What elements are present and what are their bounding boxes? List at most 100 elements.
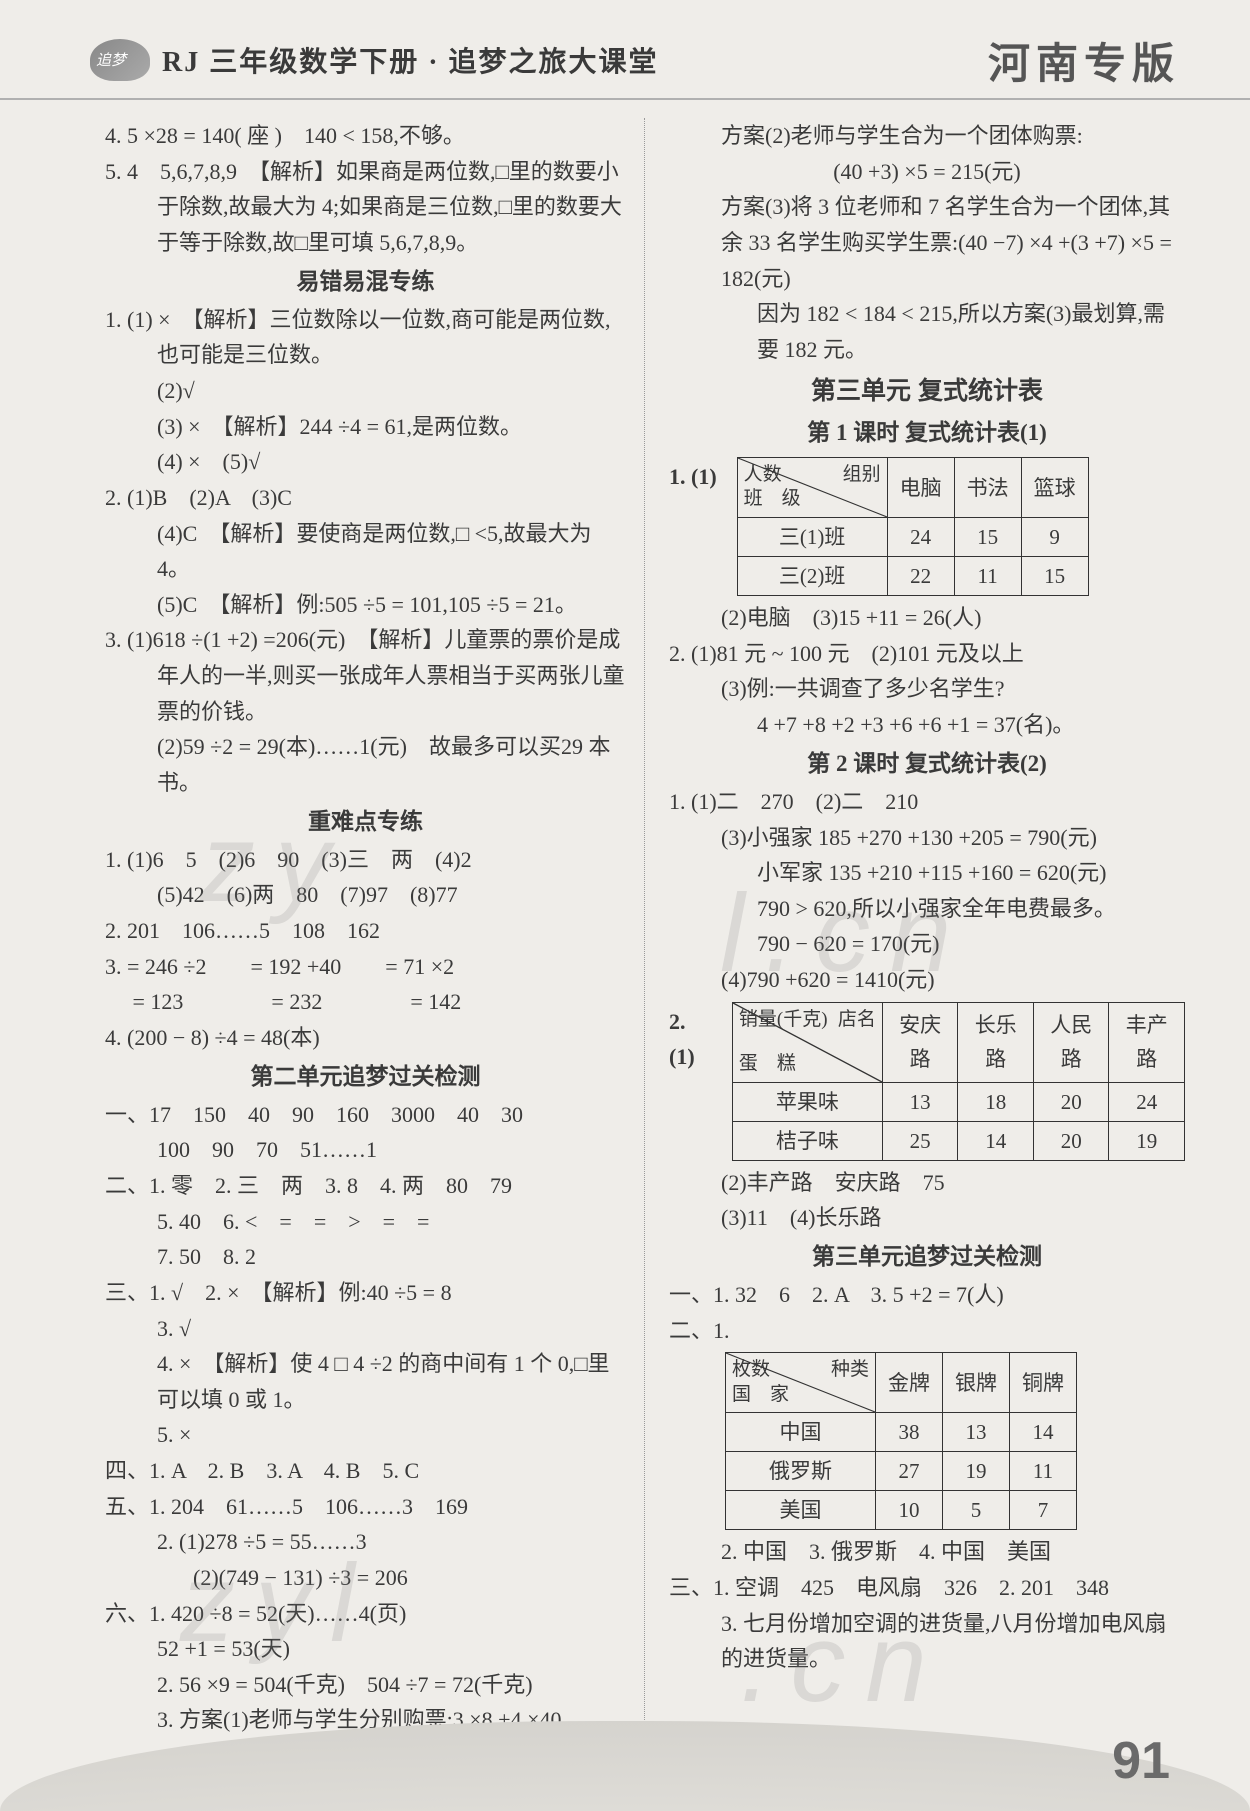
unit-title: 第三单元 复式统计表 [669, 371, 1185, 412]
text-line: 一、17 150 40 90 160 3000 40 30 [105, 1097, 626, 1133]
table-row: 苹果味13182024 [732, 1082, 1184, 1121]
text-line: 4. (200 − 8) ÷4 = 48(本) [105, 1020, 626, 1056]
text-line: (3) × 【解析】244 ÷4 = 61,是两位数。 [105, 409, 626, 445]
section-title: 易错易混专练 [105, 263, 626, 300]
item-label: 2. (1) [669, 998, 712, 1075]
content-columns: 4. 5 ×28 = 140( 座 ) 140 < 158,不够。 5. 4 5… [0, 100, 1250, 1774]
text-line: (5)C 【解析】例:505 ÷5 = 101,105 ÷5 = 21。 [105, 587, 626, 623]
table-row-header: 三(2)班 [737, 557, 887, 596]
table-col-header: 电脑 [887, 458, 954, 518]
table-col-header: 书法 [954, 458, 1021, 518]
table-cell: 13 [943, 1413, 1010, 1452]
table-row: 三(2)班221115 [737, 557, 1088, 596]
section-title: 第三单元追梦过关检测 [669, 1238, 1185, 1275]
table-row-header: 桔子味 [732, 1121, 882, 1160]
table-row: 三(1)班24159 [737, 518, 1088, 557]
logo-icon [90, 39, 150, 81]
text-line: = 123 = 232 = 142 [105, 984, 626, 1020]
table-cell: 9 [1021, 518, 1088, 557]
table-row: 美国1057 [726, 1491, 1077, 1530]
text-line: 790 − 620 = 170(元) [669, 926, 1185, 962]
text-line: 5. × [105, 1417, 626, 1453]
table-cell: 7 [1010, 1491, 1077, 1530]
table-col-header: 丰产路 [1109, 1002, 1185, 1082]
header-title: RJ 三年级数学下册 · 追梦之旅大课堂 [162, 40, 659, 80]
table-cell: 22 [887, 557, 954, 596]
text-line: 100 90 70 51……1 [105, 1132, 626, 1168]
text-line: 四、1. A 2. B 3. A 4. B 5. C [105, 1453, 626, 1489]
stats-table-2: 销量(千克)店名蛋 糕安庆路长乐路人民路丰产路苹果味13182024桔子味251… [732, 1002, 1185, 1161]
text-line: (2)√ [105, 373, 626, 409]
table-cell: 13 [882, 1082, 958, 1121]
text-line: 1. (1) × 【解析】三位数除以一位数,商可能是两位数,也可能是三位数。 [105, 302, 626, 373]
text-line: 3. √ [105, 1311, 626, 1347]
text-line: 六、1. 420 ÷8 = 52(天)……4(页) [105, 1596, 626, 1632]
table-cell: 11 [954, 557, 1021, 596]
text-line: 2. 中国 3. 俄罗斯 4. 中国 美国 [669, 1534, 1185, 1570]
table-col-header: 银牌 [943, 1353, 1010, 1413]
right-column: 方案(2)老师与学生合为一个团体购票: (40 +3) ×5 = 215(元) … [645, 118, 1185, 1774]
text-line: 2. (1)81 元 ~ 100 元 (2)101 元及以上 [669, 636, 1185, 672]
table-col-header: 长乐路 [958, 1002, 1034, 1082]
table-row: 桔子味25142019 [732, 1121, 1184, 1160]
table-cell: 19 [1109, 1121, 1185, 1160]
text-line: (4)790 +620 = 1410(元) [669, 962, 1185, 998]
text-line: 3. = 246 ÷2 = 192 +40 = 71 ×2 [105, 949, 626, 985]
table-cell: 20 [1033, 1082, 1109, 1121]
table-col-header: 人民路 [1033, 1002, 1109, 1082]
section-title: 第二单元追梦过关检测 [105, 1058, 626, 1095]
text-line: 7. 50 8. 2 [105, 1239, 626, 1275]
page-number: 91 [1112, 1731, 1170, 1791]
text-line: 5. 4 5,6,7,8,9 【解析】如果商是两位数,□里的数要小于除数,故最大… [105, 154, 626, 261]
table-row-header: 三(1)班 [737, 518, 887, 557]
text-line: 3. (1)618 ÷(1 +2) =206(元) 【解析】儿童票的票价是成年人… [105, 622, 626, 729]
left-column: 4. 5 ×28 = 140( 座 ) 140 < 158,不够。 5. 4 5… [105, 118, 645, 1774]
table-col-header: 安庆路 [882, 1002, 958, 1082]
table-cell: 15 [954, 518, 1021, 557]
text-line: (40 +3) ×5 = 215(元) [669, 154, 1185, 190]
text-line: (3)例:一共调查了多少名学生? [669, 671, 1185, 707]
text-line: 一、1. 32 6 2. A 3. 5 +2 = 7(人) [669, 1277, 1185, 1313]
item-label: 1. (1) [669, 453, 717, 495]
section-title: 第 1 课时 复式统计表(1) [669, 414, 1185, 451]
table-cell: 19 [943, 1452, 1010, 1491]
table-cell: 18 [958, 1082, 1034, 1121]
text-line: 1. (1)6 5 (2)6 90 (3)三 两 (4)2 [105, 842, 626, 878]
text-line: 2. (1)278 ÷5 = 55……3 [105, 1524, 626, 1560]
table-cell: 10 [876, 1491, 943, 1530]
page-header: RJ 三年级数学下册 · 追梦之旅大课堂 河南专版 [0, 0, 1250, 100]
text-line: 5. 40 6. < = = > = = [105, 1204, 626, 1240]
text-line: (2)电脑 (3)15 +11 = 26(人) [669, 600, 1185, 636]
text-line: 方案(2)老师与学生合为一个团体购票: [669, 118, 1185, 154]
table-cell: 15 [1021, 557, 1088, 596]
text-line: 4. 5 ×28 = 140( 座 ) 140 < 158,不够。 [105, 118, 626, 154]
table-cell: 14 [958, 1121, 1034, 1160]
section-title: 重难点专练 [105, 803, 626, 840]
text-line: 方案(3)将 3 位老师和 7 名学生合为一个团体,其余 33 名学生购买学生票… [669, 189, 1185, 296]
text-line: 三、1. 空调 425 电风扇 326 2. 201 348 [669, 1570, 1185, 1606]
table-cell: 5 [943, 1491, 1010, 1530]
text-line: 2. 56 ×9 = 504(千克) 504 ÷7 = 72(千克) [105, 1667, 626, 1703]
text-line: (3)小强家 185 +270 +130 +205 = 790(元) [669, 820, 1185, 856]
table-row-header: 俄罗斯 [726, 1452, 876, 1491]
table-cell: 24 [887, 518, 954, 557]
text-line: 五、1. 204 61……5 106……3 169 [105, 1489, 626, 1525]
table-col-header: 篮球 [1021, 458, 1088, 518]
table-col-header: 铜牌 [1010, 1353, 1077, 1413]
text-line: 二、1. [669, 1313, 1185, 1349]
table-cell: 11 [1010, 1452, 1077, 1491]
table-diag-header: 枚数种类国 家 [726, 1353, 876, 1413]
table-cell: 25 [882, 1121, 958, 1160]
text-line: 4. × 【解析】使 4 □ 4 ÷2 的商中间有 1 个 0,□里可以填 0 … [105, 1346, 626, 1417]
table-cell: 27 [876, 1452, 943, 1491]
table-diag-header: 销量(千克)店名蛋 糕 [732, 1002, 882, 1082]
text-line: 2. (1)B (2)A (3)C [105, 480, 626, 516]
table-row-header: 中国 [726, 1413, 876, 1452]
section-title: 第 2 课时 复式统计表(2) [669, 745, 1185, 782]
table-diag-header: 人数组别班 级 [737, 458, 887, 518]
table-cell: 14 [1010, 1413, 1077, 1452]
text-line: 52 +1 = 53(天) [105, 1631, 626, 1667]
text-line: (3)11 (4)长乐路 [669, 1200, 1185, 1236]
table-row-header: 苹果味 [732, 1082, 882, 1121]
text-line: (2)59 ÷2 = 29(本)……1(元) 故最多可以买29 本书。 [105, 729, 626, 800]
